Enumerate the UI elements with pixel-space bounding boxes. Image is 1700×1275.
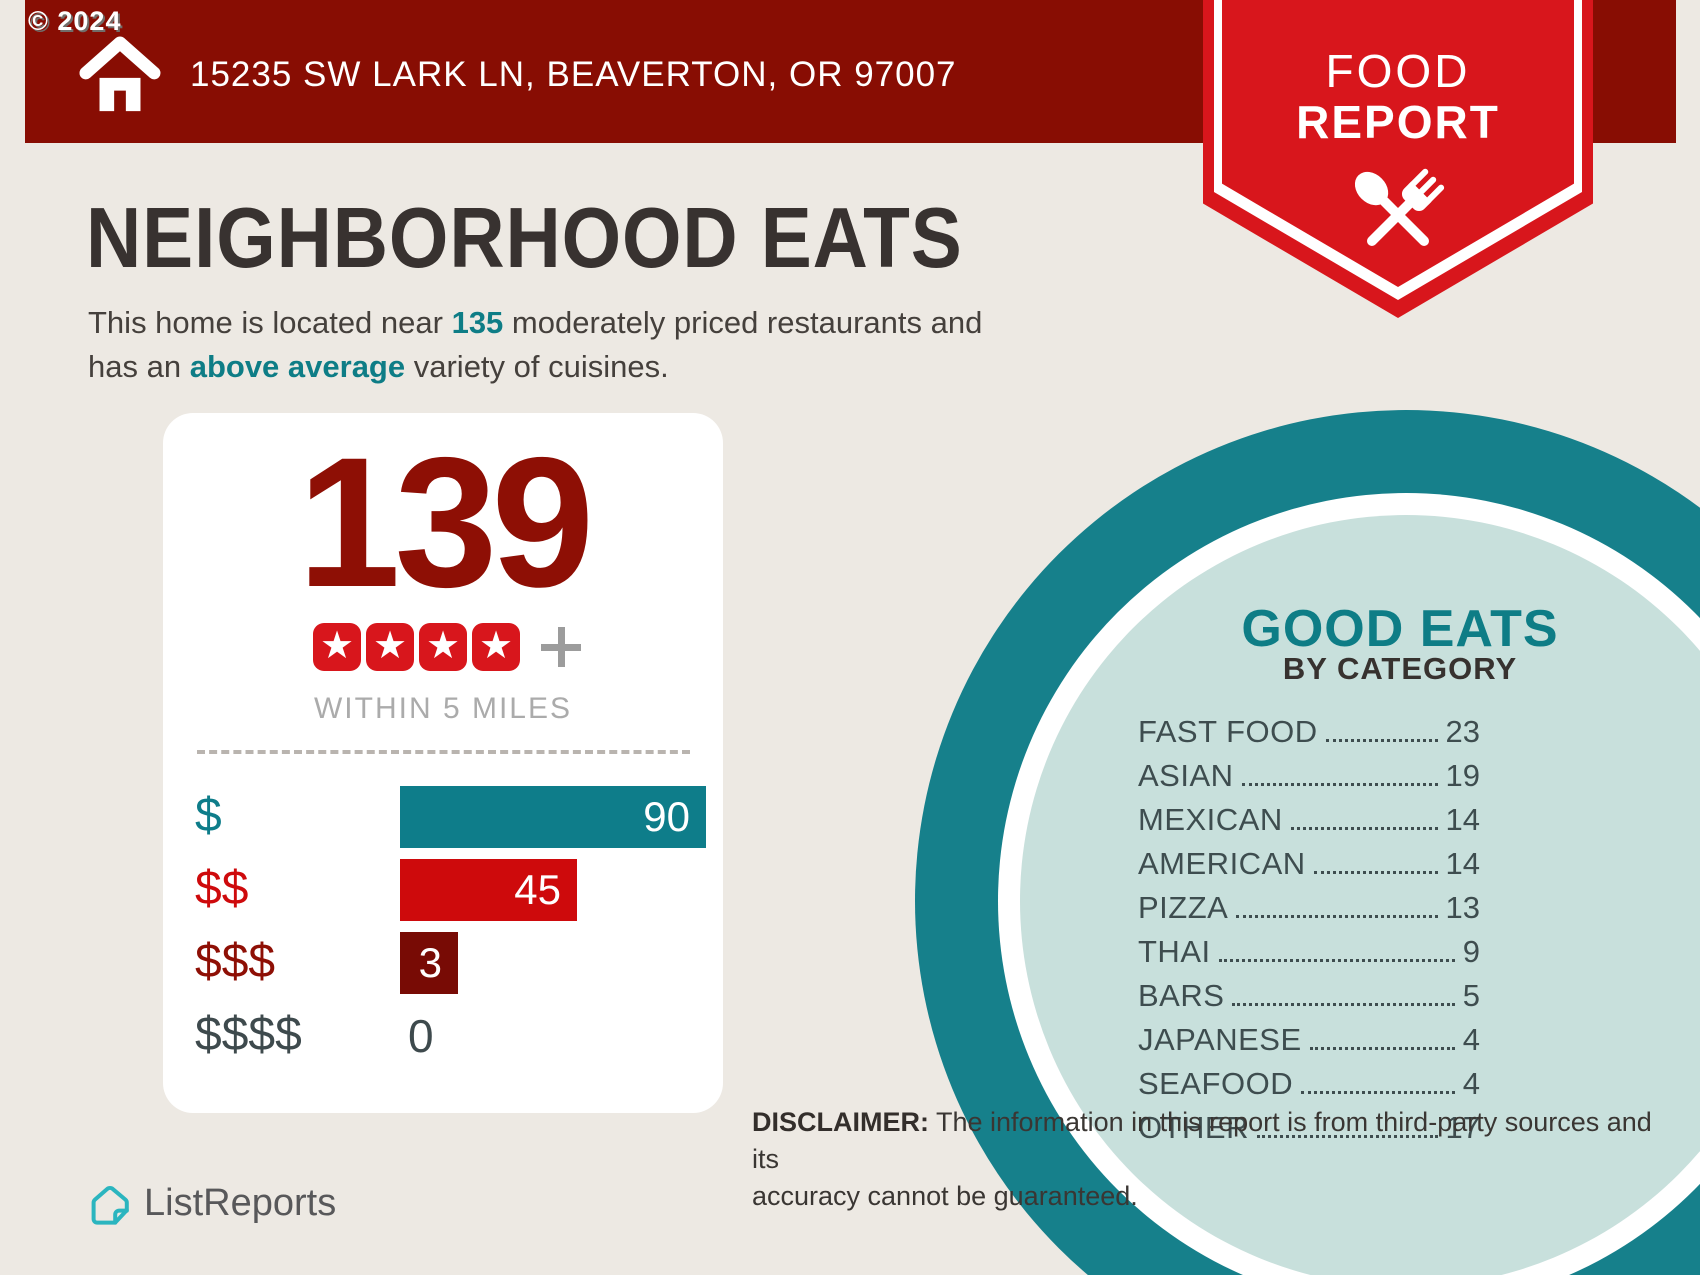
dotted-leader bbox=[1241, 782, 1438, 786]
badge-title-line1: FOOD bbox=[1325, 45, 1471, 97]
price-bar-value: 0 bbox=[408, 1010, 434, 1062]
badge-title-line2: REPORT bbox=[1296, 96, 1500, 148]
category-list: FAST FOOD 23 ASIAN 19 MEXICAN 14 AMERICAN 14… bbox=[1138, 710, 1480, 1150]
price-bar: 90 bbox=[400, 786, 706, 848]
dotted-leader bbox=[1309, 1046, 1455, 1050]
star-icon bbox=[313, 623, 361, 671]
category-row: SEAFOOD 4 bbox=[1138, 1066, 1480, 1101]
good-eats-subtitle: BY CATEGORY bbox=[1282, 651, 1518, 686]
dotted-leader bbox=[1290, 826, 1438, 830]
restaurant-count-highlight: 135 bbox=[451, 305, 504, 340]
good-eats-panel bbox=[1020, 515, 1700, 1275]
good-eats-title: GOOD EATS bbox=[1241, 600, 1559, 658]
star-icon bbox=[419, 623, 467, 671]
price-bar: 0 bbox=[400, 1005, 707, 1067]
restaurant-total-count: 139 bbox=[297, 420, 595, 626]
copyright-text: © 2024 bbox=[28, 6, 122, 36]
category-row: JAPANESE 4 bbox=[1138, 1022, 1480, 1057]
listreports-logo-text: ListReports bbox=[144, 1182, 337, 1224]
price-bar: 3 bbox=[400, 932, 458, 994]
category-row: FAST FOOD 23 bbox=[1138, 714, 1480, 749]
dotted-leader bbox=[1325, 738, 1438, 742]
price-bar-value: 90 bbox=[643, 793, 690, 840]
disclaimer-line-1: DISCLAIMER: The information in this repo… bbox=[752, 1107, 1652, 1174]
price-tier-label: $$$ bbox=[195, 935, 276, 988]
dotted-leader bbox=[1257, 1134, 1438, 1138]
plus-icon bbox=[541, 627, 581, 667]
property-address: 15235 SW LARK LN, BEAVERTON, OR 97007 bbox=[190, 55, 957, 94]
utensils-icon bbox=[1354, 168, 1445, 247]
price-bar-row: $$ 45 bbox=[195, 859, 707, 921]
price-tier-bar-chart: $ 90 $$ 45 $$$ 3 $$$$ 0 bbox=[195, 786, 707, 1078]
intro-text: This home is located near 135 moderately… bbox=[88, 301, 982, 389]
intro-line-1: This home is located near 135 moderately… bbox=[88, 305, 983, 340]
category-row: AMERICAN 14 bbox=[1138, 846, 1480, 881]
dashed-divider bbox=[197, 750, 690, 754]
home-icon bbox=[79, 36, 161, 112]
price-bar: 45 bbox=[400, 859, 577, 921]
dotted-leader bbox=[1218, 958, 1455, 962]
disclaimer: DISCLAIMER: The information in this repo… bbox=[752, 1104, 1652, 1215]
price-tier-label: $$$$ bbox=[195, 1008, 302, 1061]
star-icon bbox=[366, 623, 414, 671]
disclaimer-line-2: accuracy cannot be guaranteed. bbox=[752, 1181, 1138, 1211]
listreports-logo-icon bbox=[91, 1186, 129, 1225]
category-row: PIZZA 13 bbox=[1138, 890, 1480, 925]
price-bar-value: 3 bbox=[418, 939, 442, 986]
dotted-leader bbox=[1232, 1002, 1455, 1006]
summary-card: 139 WITHIN 5 MILES $ 90 $$ 45 $$$ 3 $$$$… bbox=[163, 413, 723, 1113]
price-bar-row: $$$$ 0 bbox=[195, 1005, 707, 1067]
intro-line-2: has an above average variety of cuisines… bbox=[88, 349, 669, 384]
star-icon bbox=[472, 623, 520, 671]
dotted-leader bbox=[1313, 870, 1438, 874]
star-rating bbox=[313, 623, 581, 671]
category-row: MEXICAN 14 bbox=[1138, 802, 1480, 837]
variety-highlight: above average bbox=[189, 349, 406, 384]
price-bar-row: $ 90 bbox=[195, 786, 707, 848]
category-row: OTHER 17 bbox=[1138, 1110, 1480, 1145]
disclaimer-label: DISCLAIMER: bbox=[752, 1107, 929, 1137]
dotted-leader bbox=[1236, 914, 1438, 918]
category-row: THAI 9 bbox=[1138, 934, 1480, 969]
price-tier-label: $$ bbox=[195, 862, 249, 915]
page-title: NEIGHBORHOOD EATS bbox=[86, 191, 963, 286]
listreports-logo: ListReports bbox=[86, 1180, 336, 1230]
food-report-badge: FOOD REPORT bbox=[1203, 0, 1593, 318]
price-tier-label: $ bbox=[195, 789, 222, 842]
price-bar-value: 45 bbox=[514, 866, 561, 913]
price-bar-row: $$$ 3 bbox=[195, 932, 707, 994]
category-row: ASIAN 19 bbox=[1138, 758, 1480, 793]
dotted-leader bbox=[1301, 1090, 1455, 1094]
radius-label: WITHIN 5 MILES bbox=[313, 692, 573, 725]
category-row: BARS 5 bbox=[1138, 978, 1480, 1013]
